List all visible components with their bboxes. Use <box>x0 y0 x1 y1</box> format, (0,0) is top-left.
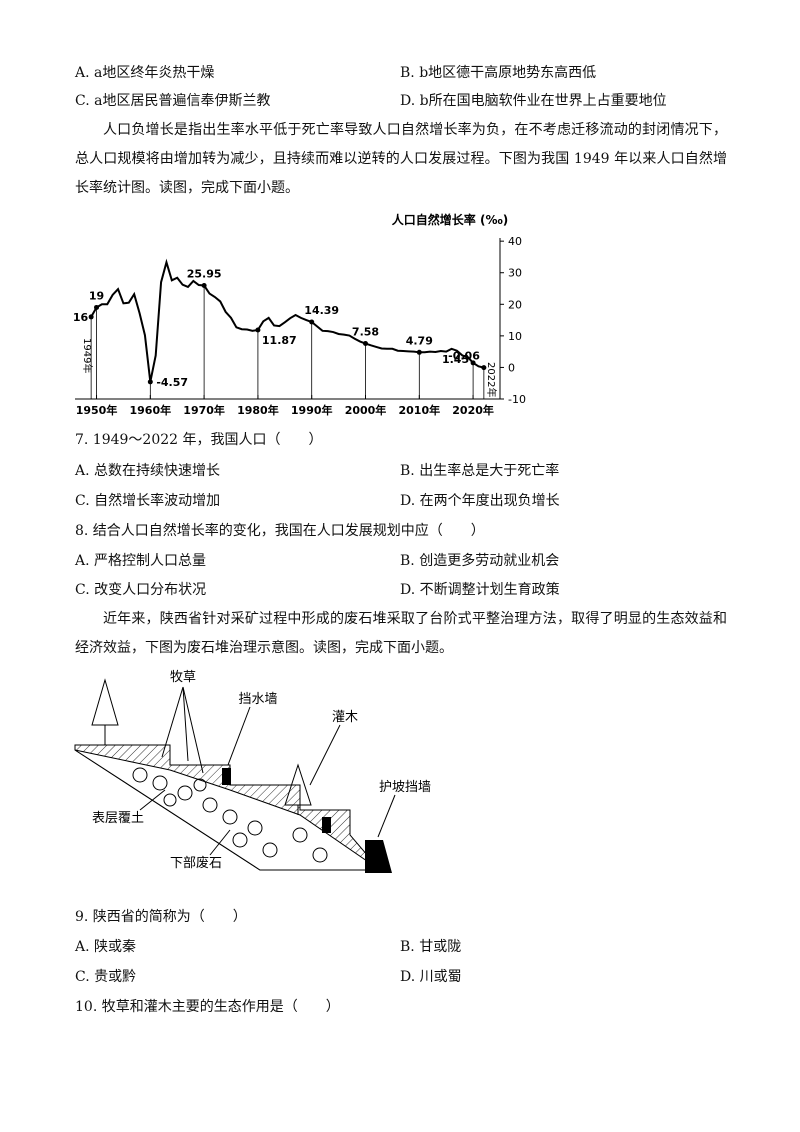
label: 灌木 <box>332 710 358 725</box>
option: C. 贵或黔 <box>75 969 137 985</box>
label: 下部废石 <box>170 855 222 871</box>
option: A. 总数在持续快速增长 <box>75 463 221 479</box>
diagram: 牧草 挡水墙 灌木 护坡挡墙 表层覆土 下部废石 <box>74 670 431 873</box>
data-label: 19 <box>89 289 104 302</box>
passage: 人口负增长是指出生率水平低于死亡率导致人口自然增长率为负，在不考虑迁移流动的封闭… <box>75 122 727 196</box>
option: C. 改变人口分布状况 <box>75 582 207 598</box>
x-tick-label: 2000年 <box>345 403 387 417</box>
label: 护坡挡墙 <box>379 780 431 795</box>
option: B. 出生率总是大于死亡率 <box>400 463 560 479</box>
point <box>147 379 153 385</box>
x-tick-label: 1980年 <box>237 403 279 417</box>
y-tick-label: -10 <box>508 393 526 406</box>
x-tick-label: 1990年 <box>291 403 333 417</box>
point <box>481 365 487 371</box>
y-tick-label: 10 <box>508 330 522 343</box>
option: A. 陕或秦 <box>75 939 137 955</box>
point <box>416 349 422 355</box>
point <box>363 341 369 347</box>
y-tick-label: 0 <box>508 361 515 374</box>
point <box>88 314 94 320</box>
y-tick-label: 20 <box>508 298 522 311</box>
option: D. 在两个年度出现负增长 <box>400 493 560 509</box>
x-tick-label: 2010年 <box>398 403 440 417</box>
x-tick-label: 1950年 <box>76 403 118 417</box>
label: 表层覆土 <box>92 811 144 826</box>
data-label: 14.39 <box>304 304 339 317</box>
y-tick-label: 30 <box>508 267 522 280</box>
data-label: 1.45 <box>442 353 469 366</box>
point <box>201 283 207 289</box>
option: B. 甘或陇 <box>400 939 462 955</box>
data-label: 16 <box>73 311 89 324</box>
point <box>470 360 476 366</box>
question: 10. 牧草和灌木主要的生态作用是（ ） <box>75 999 340 1015</box>
question: 7. 1949～2022 年，我国人口（ ） <box>75 432 323 448</box>
x-tick-label: 1970年 <box>183 403 225 417</box>
annotation: 1949年 <box>81 338 94 373</box>
data-label: 4.79 <box>406 334 433 347</box>
option: C. 自然增长率波动增加 <box>75 493 221 509</box>
option: D. b所在国电脑软件业在世界上占重要地位 <box>400 93 667 109</box>
chart: 人口自然增长率 (‰) -10 0 10 20 30 40 1950年 1960年 1970年 1… <box>73 212 526 417</box>
chart-title: 人口自然增长率 (‰) <box>392 212 508 227</box>
option: A. 严格控制人口总量 <box>75 553 207 569</box>
option: A. a地区终年炎热干燥 <box>75 65 215 81</box>
option: B. 创造更多劳动就业机会 <box>400 553 560 569</box>
point <box>94 304 100 310</box>
data-label: 11.87 <box>262 334 297 347</box>
data-label: -4.57 <box>156 376 188 389</box>
data-label: 7.58 <box>352 326 379 339</box>
label: 挡水墙 <box>238 692 277 707</box>
option: D. 川或蜀 <box>400 969 462 985</box>
option: B. b地区德干高原地势东高西低 <box>400 65 597 81</box>
passage: 近年来，陕西省针对采矿过程中形成的废石堆采取了台阶式平整治理方法，取得了明显的生… <box>75 611 727 656</box>
data-line <box>90 258 485 383</box>
x-tick-label: 1960年 <box>130 403 172 417</box>
label: 牧草 <box>170 670 196 685</box>
question: 8. 结合人口自然增长率的变化，我国在人口发展规划中应（ ） <box>75 523 485 539</box>
annotation: 2022年 <box>485 362 498 397</box>
x-tick-label: 2020年 <box>452 403 494 417</box>
question: 9. 陕西省的简称为（ ） <box>75 909 247 925</box>
option: C. a地区居民普遍信奉伊斯兰教 <box>75 93 271 109</box>
point <box>255 327 261 333</box>
data-label: 25.95 <box>187 268 222 281</box>
data-label: -0.06 <box>448 350 480 363</box>
point <box>309 319 315 325</box>
option: D. 不断调整计划生育政策 <box>400 582 560 598</box>
y-tick-label: 40 <box>508 235 522 248</box>
